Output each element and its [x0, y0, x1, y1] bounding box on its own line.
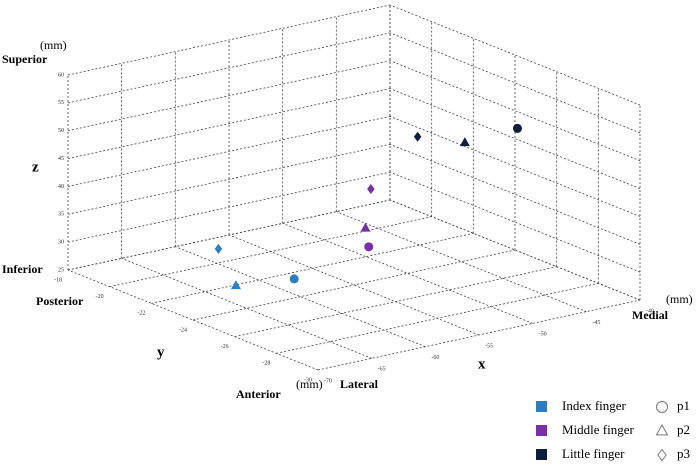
grid-line: [336, 211, 587, 313]
x-tick-label: -45: [592, 320, 600, 326]
z-axis-label: z: [32, 159, 39, 175]
y-axis-label: y: [157, 344, 165, 360]
grid-line: [67, 88, 391, 159]
legend-label: Index finger: [562, 398, 627, 413]
grid-line: [389, 4, 641, 106]
direction-label: Posterior: [36, 294, 84, 308]
legend-marker: [657, 448, 667, 462]
x-axis-label: x: [478, 356, 486, 372]
x-tick-label: -65: [378, 367, 386, 373]
grid-line: [67, 116, 391, 187]
direction-label: Superior: [2, 52, 48, 66]
grid-line: [67, 60, 391, 132]
grid-line: [389, 60, 641, 162]
y-tick-label: -28: [262, 361, 270, 367]
grid-line: [389, 143, 641, 245]
grid-line: [109, 216, 432, 288]
z-tick-label: 60: [58, 72, 64, 78]
grid-line: [276, 282, 599, 354]
grid-line: [192, 249, 516, 321]
z-tick-label: 45: [58, 156, 64, 162]
grid-line: [389, 32, 641, 134]
z-tick-label: 35: [58, 212, 64, 218]
grid-line: [67, 143, 391, 215]
direction-label: Inferior: [2, 262, 43, 276]
x-tick-label: -50: [539, 332, 547, 338]
z-tick-label: 40: [58, 184, 64, 190]
legend-marker: [656, 401, 668, 413]
legend-label: p2: [677, 422, 690, 437]
grid-line: [67, 4, 391, 76]
y-tick-label: -18: [54, 277, 62, 283]
grid-line: [121, 257, 372, 359]
legend-label: p3: [677, 446, 690, 461]
y-tick-label: -20: [96, 294, 104, 300]
data-point: [364, 242, 374, 252]
y-tick-label: -26: [221, 344, 229, 350]
x-tick-label: -60: [431, 355, 439, 361]
data-point: [512, 123, 522, 133]
grid-line: [282, 222, 533, 324]
z-tick-label: 55: [58, 100, 64, 106]
grid-line: [389, 116, 641, 217]
x-tick-label: -55: [485, 343, 493, 349]
z-unit: (mm): [40, 38, 67, 52]
y-tick-label: -22: [137, 311, 145, 317]
direction-label: Anterior: [236, 387, 281, 401]
x-tick-label: -40: [646, 308, 654, 314]
legend-label: p1: [677, 398, 690, 413]
legend-swatch: [536, 449, 547, 460]
legend-label: Middle finger: [562, 422, 635, 437]
z-tick-label: 50: [58, 128, 64, 134]
legend-swatch: [536, 425, 547, 436]
data-point: [459, 137, 470, 147]
z-tick-label: 25: [58, 267, 64, 273]
grid-line: [234, 266, 557, 338]
data-point: [367, 184, 375, 195]
data-point: [413, 131, 422, 142]
x-unit: (mm): [666, 292, 693, 306]
z-tick-label: 30: [58, 240, 64, 246]
grid-line: [389, 199, 641, 301]
data-point: [289, 274, 299, 284]
grid-line: [389, 171, 641, 273]
y-tick-label: -30: [304, 377, 312, 383]
direction-label: Medial: [632, 308, 669, 322]
data-point: [214, 243, 223, 254]
data-point: [360, 222, 371, 232]
x-tick-label: -70: [324, 378, 332, 384]
y-tick-label: -24: [179, 327, 187, 333]
grid-line: [151, 232, 474, 304]
grid-line: [389, 88, 641, 189]
grid-line: [67, 32, 391, 104]
y-unit: (mm): [296, 377, 323, 391]
legend-swatch: [536, 401, 547, 412]
grid-line: [67, 199, 391, 271]
legend-label: Little finger: [562, 446, 625, 461]
grid-line: [67, 171, 391, 243]
legend-marker: [655, 423, 669, 436]
grid-line: [317, 299, 641, 371]
data-point: [230, 280, 241, 290]
direction-label: Lateral: [340, 377, 379, 391]
